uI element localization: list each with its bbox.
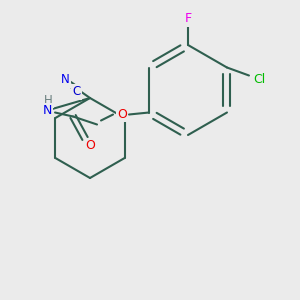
Text: N: N (61, 74, 69, 86)
Text: Cl: Cl (253, 73, 265, 86)
Text: O: O (85, 139, 95, 152)
Text: F: F (184, 13, 192, 26)
Text: N: N (42, 104, 52, 117)
Text: H: H (44, 94, 52, 107)
Text: C: C (72, 85, 81, 98)
Text: O: O (117, 108, 127, 121)
